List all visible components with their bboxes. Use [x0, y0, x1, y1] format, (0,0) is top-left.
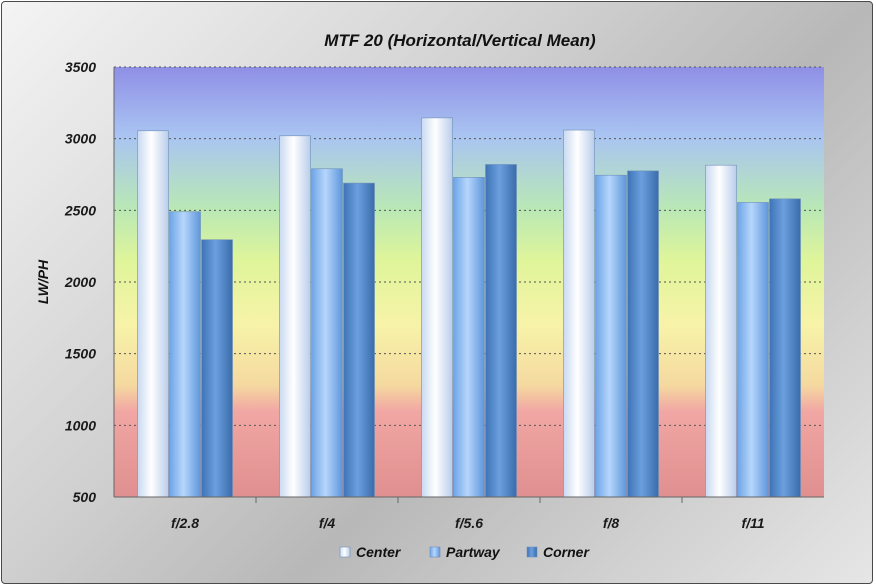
y-axis-title: LW/PH — [35, 259, 51, 304]
x-tick-labels: f/2.8 f/4 f/5.6 f/8 f/11 — [171, 515, 765, 531]
legend-swatch-partway — [429, 546, 441, 558]
x-tick-label: f/2.8 — [171, 515, 199, 531]
legend-label-center: Center — [356, 544, 402, 560]
y-tick-label: 2500 — [64, 202, 96, 218]
x-tick-label: f/11 — [741, 515, 764, 531]
x-tick-label: f/8 — [603, 515, 620, 531]
legend: Center Partway Corner — [339, 544, 590, 560]
bar-corner-3 — [627, 170, 659, 498]
legend-swatch-corner — [526, 546, 538, 558]
y-tick-label: 1500 — [65, 346, 96, 362]
y-tick-label: 3000 — [65, 131, 96, 147]
y-tick-label: 500 — [73, 489, 97, 505]
bar-corner-4 — [769, 198, 801, 498]
bar-partway-2 — [453, 177, 485, 498]
y-tick-label: 2000 — [64, 274, 96, 290]
legend-label-corner: Corner — [543, 544, 590, 560]
x-tick-label: f/5.6 — [455, 515, 483, 531]
bar-corner-0 — [201, 239, 233, 498]
bars — [137, 117, 801, 498]
bar-center-1 — [279, 135, 311, 498]
bar-center-3 — [563, 129, 595, 498]
bar-partway-1 — [311, 168, 343, 498]
y-tick-label: 1000 — [65, 417, 96, 433]
legend-swatch-center — [339, 546, 351, 558]
axes — [113, 67, 824, 503]
bar-partway-4 — [737, 202, 769, 498]
chart-title: MTF 20 (Horizontal/Vertical Mean) — [324, 31, 596, 50]
bar-partway-3 — [595, 174, 627, 498]
legend-label-partway: Partway — [446, 544, 501, 560]
bar-center-0 — [137, 130, 169, 498]
bar-center-2 — [421, 117, 453, 498]
y-tick-label: 3500 — [65, 59, 96, 75]
x-tick-label: f/4 — [319, 515, 336, 531]
bar-center-4 — [705, 164, 737, 498]
bar-partway-0 — [169, 211, 201, 498]
bar-corner-2 — [485, 164, 517, 498]
bar-corner-1 — [343, 182, 375, 498]
y-tick-labels: 500 1000 1500 2000 2500 3000 3500 — [64, 59, 96, 505]
